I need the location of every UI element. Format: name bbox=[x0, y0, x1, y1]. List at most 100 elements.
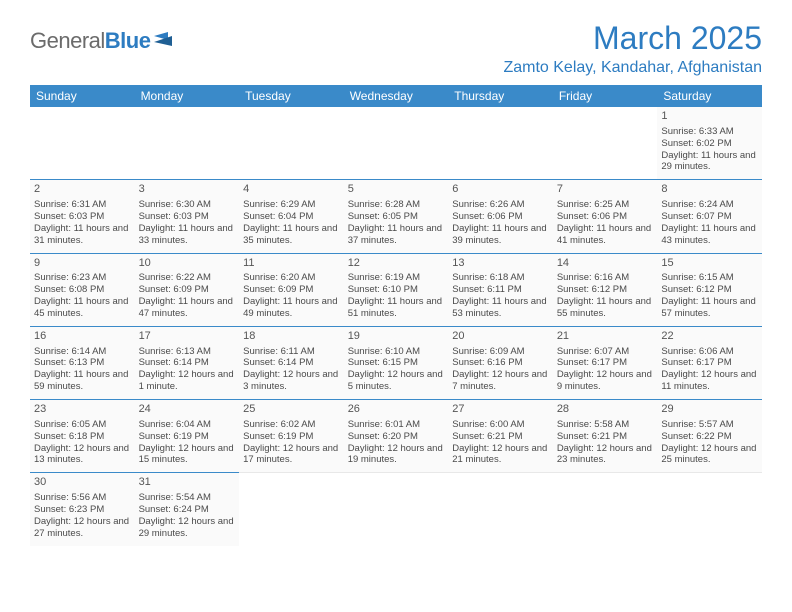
calendar-cell bbox=[553, 107, 658, 180]
calendar-cell bbox=[135, 107, 240, 180]
daylight-line: Daylight: 11 hours and 39 minutes. bbox=[452, 223, 549, 247]
day-number: 16 bbox=[34, 330, 131, 344]
sunset-line: Sunset: 6:04 PM bbox=[243, 211, 340, 223]
calendar-cell: 28Sunrise: 5:58 AMSunset: 6:21 PMDayligh… bbox=[553, 400, 658, 473]
daylight-line: Daylight: 12 hours and 23 minutes. bbox=[557, 443, 654, 467]
day-number: 12 bbox=[348, 257, 445, 271]
day-number: 1 bbox=[661, 110, 758, 124]
daylight-line: Daylight: 12 hours and 17 minutes. bbox=[243, 443, 340, 467]
calendar-cell: 11Sunrise: 6:20 AMSunset: 6:09 PMDayligh… bbox=[239, 253, 344, 326]
calendar-cell: 23Sunrise: 6:05 AMSunset: 6:18 PMDayligh… bbox=[30, 400, 135, 473]
calendar-cell: 1Sunrise: 6:33 AMSunset: 6:02 PMDaylight… bbox=[657, 107, 762, 180]
daylight-line: Daylight: 11 hours and 51 minutes. bbox=[348, 296, 445, 320]
day-number: 8 bbox=[661, 183, 758, 197]
daylight-line: Daylight: 11 hours and 55 minutes. bbox=[557, 296, 654, 320]
day-number: 9 bbox=[34, 257, 131, 271]
calendar-cell: 5Sunrise: 6:28 AMSunset: 6:05 PMDaylight… bbox=[344, 180, 449, 253]
sunrise-line: Sunrise: 6:23 AM bbox=[34, 272, 131, 284]
weekday-header: Tuesday bbox=[239, 85, 344, 107]
daylight-line: Daylight: 11 hours and 37 minutes. bbox=[348, 223, 445, 247]
daylight-line: Daylight: 12 hours and 27 minutes. bbox=[34, 516, 131, 540]
calendar-cell: 18Sunrise: 6:11 AMSunset: 6:14 PMDayligh… bbox=[239, 326, 344, 399]
logo: GeneralBlue bbox=[30, 28, 176, 54]
day-number: 6 bbox=[452, 183, 549, 197]
daylight-line: Daylight: 11 hours and 43 minutes. bbox=[661, 223, 758, 247]
daylight-line: Daylight: 12 hours and 9 minutes. bbox=[557, 369, 654, 393]
calendar-cell: 4Sunrise: 6:29 AMSunset: 6:04 PMDaylight… bbox=[239, 180, 344, 253]
sunset-line: Sunset: 6:21 PM bbox=[452, 431, 549, 443]
calendar-cell bbox=[239, 107, 344, 180]
sunset-line: Sunset: 6:05 PM bbox=[348, 211, 445, 223]
day-number: 25 bbox=[243, 403, 340, 417]
day-number: 27 bbox=[452, 403, 549, 417]
sunrise-line: Sunrise: 6:18 AM bbox=[452, 272, 549, 284]
daylight-line: Daylight: 12 hours and 25 minutes. bbox=[661, 443, 758, 467]
calendar-row: 30Sunrise: 5:56 AMSunset: 6:23 PMDayligh… bbox=[30, 473, 762, 546]
logo-text: GeneralBlue bbox=[30, 28, 150, 54]
sunrise-line: Sunrise: 6:13 AM bbox=[139, 346, 236, 358]
sunrise-line: Sunrise: 5:56 AM bbox=[34, 492, 131, 504]
sunrise-line: Sunrise: 6:30 AM bbox=[139, 199, 236, 211]
calendar-table: Sunday Monday Tuesday Wednesday Thursday… bbox=[30, 85, 762, 546]
daylight-line: Daylight: 12 hours and 11 minutes. bbox=[661, 369, 758, 393]
calendar-cell: 14Sunrise: 6:16 AMSunset: 6:12 PMDayligh… bbox=[553, 253, 658, 326]
sunrise-line: Sunrise: 6:10 AM bbox=[348, 346, 445, 358]
calendar-row: 16Sunrise: 6:14 AMSunset: 6:13 PMDayligh… bbox=[30, 326, 762, 399]
calendar-row: 2Sunrise: 6:31 AMSunset: 6:03 PMDaylight… bbox=[30, 180, 762, 253]
daylight-line: Daylight: 11 hours and 47 minutes. bbox=[139, 296, 236, 320]
day-number: 18 bbox=[243, 330, 340, 344]
daylight-line: Daylight: 12 hours and 1 minute. bbox=[139, 369, 236, 393]
weekday-header-row: Sunday Monday Tuesday Wednesday Thursday… bbox=[30, 85, 762, 107]
daylight-line: Daylight: 11 hours and 33 minutes. bbox=[139, 223, 236, 247]
sunset-line: Sunset: 6:15 PM bbox=[348, 357, 445, 369]
calendar-body: 1Sunrise: 6:33 AMSunset: 6:02 PMDaylight… bbox=[30, 107, 762, 546]
calendar-cell: 27Sunrise: 6:00 AMSunset: 6:21 PMDayligh… bbox=[448, 400, 553, 473]
sunrise-line: Sunrise: 6:04 AM bbox=[139, 419, 236, 431]
sunset-line: Sunset: 6:17 PM bbox=[661, 357, 758, 369]
sunrise-line: Sunrise: 6:28 AM bbox=[348, 199, 445, 211]
sunrise-line: Sunrise: 6:25 AM bbox=[557, 199, 654, 211]
calendar-cell: 10Sunrise: 6:22 AMSunset: 6:09 PMDayligh… bbox=[135, 253, 240, 326]
sunrise-line: Sunrise: 6:11 AM bbox=[243, 346, 340, 358]
sunset-line: Sunset: 6:02 PM bbox=[661, 138, 758, 150]
daylight-line: Daylight: 11 hours and 59 minutes. bbox=[34, 369, 131, 393]
calendar-cell: 19Sunrise: 6:10 AMSunset: 6:15 PMDayligh… bbox=[344, 326, 449, 399]
sunset-line: Sunset: 6:24 PM bbox=[139, 504, 236, 516]
day-number: 17 bbox=[139, 330, 236, 344]
day-number: 28 bbox=[557, 403, 654, 417]
calendar-cell bbox=[239, 473, 344, 546]
daylight-line: Daylight: 12 hours and 19 minutes. bbox=[348, 443, 445, 467]
daylight-line: Daylight: 11 hours and 35 minutes. bbox=[243, 223, 340, 247]
daylight-line: Daylight: 11 hours and 31 minutes. bbox=[34, 223, 131, 247]
day-number: 19 bbox=[348, 330, 445, 344]
calendar-cell: 13Sunrise: 6:18 AMSunset: 6:11 PMDayligh… bbox=[448, 253, 553, 326]
calendar-row: 23Sunrise: 6:05 AMSunset: 6:18 PMDayligh… bbox=[30, 400, 762, 473]
sunrise-line: Sunrise: 6:16 AM bbox=[557, 272, 654, 284]
day-number: 3 bbox=[139, 183, 236, 197]
sunset-line: Sunset: 6:14 PM bbox=[243, 357, 340, 369]
logo-word-2: Blue bbox=[105, 28, 151, 53]
daylight-line: Daylight: 11 hours and 29 minutes. bbox=[661, 150, 758, 174]
sunset-line: Sunset: 6:19 PM bbox=[139, 431, 236, 443]
weekday-header: Friday bbox=[553, 85, 658, 107]
calendar-cell: 21Sunrise: 6:07 AMSunset: 6:17 PMDayligh… bbox=[553, 326, 658, 399]
daylight-line: Daylight: 12 hours and 13 minutes. bbox=[34, 443, 131, 467]
day-number: 20 bbox=[452, 330, 549, 344]
sunrise-line: Sunrise: 6:26 AM bbox=[452, 199, 549, 211]
sunset-line: Sunset: 6:18 PM bbox=[34, 431, 131, 443]
calendar-cell: 31Sunrise: 5:54 AMSunset: 6:24 PMDayligh… bbox=[135, 473, 240, 546]
sunrise-line: Sunrise: 6:24 AM bbox=[661, 199, 758, 211]
sunrise-line: Sunrise: 6:02 AM bbox=[243, 419, 340, 431]
day-number: 21 bbox=[557, 330, 654, 344]
day-number: 22 bbox=[661, 330, 758, 344]
weekday-header: Sunday bbox=[30, 85, 135, 107]
daylight-line: Daylight: 11 hours and 57 minutes. bbox=[661, 296, 758, 320]
daylight-line: Daylight: 11 hours and 41 minutes. bbox=[557, 223, 654, 247]
calendar-cell: 17Sunrise: 6:13 AMSunset: 6:14 PMDayligh… bbox=[135, 326, 240, 399]
sunrise-line: Sunrise: 5:57 AM bbox=[661, 419, 758, 431]
title-block: March 2025 Zamto Kelay, Kandahar, Afghan… bbox=[503, 20, 762, 77]
weekday-header: Thursday bbox=[448, 85, 553, 107]
calendar-cell: 30Sunrise: 5:56 AMSunset: 6:23 PMDayligh… bbox=[30, 473, 135, 546]
sunset-line: Sunset: 6:20 PM bbox=[348, 431, 445, 443]
sunset-line: Sunset: 6:22 PM bbox=[661, 431, 758, 443]
